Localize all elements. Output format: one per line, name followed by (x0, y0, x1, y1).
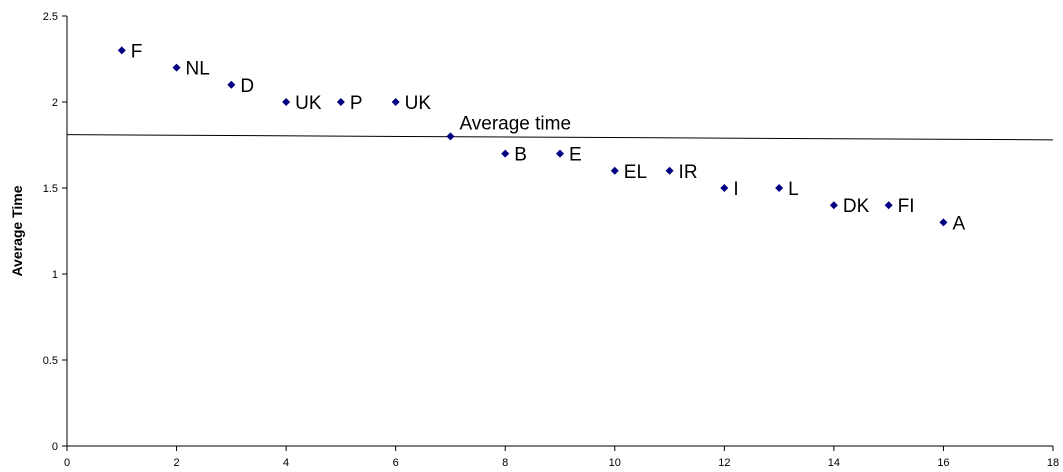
y-axis-ticks: 0 0.5 1 1.5 2 2.5 (43, 11, 67, 453)
x-tick-label: 10 (609, 457, 621, 469)
y-tick-label: 0 (52, 441, 58, 453)
data-point-label: IR (679, 162, 698, 183)
data-point-marker (720, 184, 729, 192)
data-point-marker (282, 98, 291, 106)
y-tick-label: 2.5 (43, 11, 58, 23)
data-point-label: B (514, 145, 527, 166)
data-point-label: UK (295, 93, 322, 114)
data-point-label: F (131, 41, 143, 62)
data-point-marker (556, 149, 564, 158)
data-point-label: E (569, 145, 582, 166)
data-point-label: Average time (459, 113, 571, 134)
data-point-label: A (952, 213, 965, 234)
data-point-marker (172, 63, 181, 72)
data-point-label: FI (898, 196, 915, 217)
data-point-marker (665, 166, 674, 175)
y-axis-title: Average Time (9, 185, 25, 276)
x-tick-label: 6 (393, 457, 399, 469)
data-point-label: UK (405, 93, 432, 114)
x-axis-ticks: 0 2 4 6 8 10 12 14 16 18 (64, 446, 1059, 469)
data-point-label: D (240, 76, 254, 97)
data-point-marker (117, 46, 126, 55)
x-tick-label: 18 (1047, 457, 1059, 469)
x-tick-label: 12 (718, 457, 730, 469)
x-tick-label: 0 (64, 457, 70, 469)
x-tick-label: 2 (173, 457, 179, 469)
data-point-label: NL (186, 59, 210, 80)
data-point-marker (939, 218, 948, 227)
plot-area: 0 0.5 1 1.5 2 2.5 0 2 4 6 8 10 12 14 16 18 F NL D UK P UK Av… (43, 11, 1059, 469)
data-point-marker (884, 201, 893, 210)
x-tick-label: 14 (828, 457, 840, 469)
x-tick-label: 8 (502, 457, 508, 469)
data-point-marker (775, 184, 784, 192)
data-point-marker (227, 80, 236, 89)
y-tick-label: 0.5 (43, 355, 58, 367)
data-point-label: P (350, 93, 363, 114)
data-point-marker (610, 166, 619, 175)
y-tick-label: 2 (52, 97, 58, 109)
data-point-label: L (788, 179, 799, 200)
x-tick-label: 4 (283, 457, 289, 469)
y-tick-label: 1 (52, 269, 58, 281)
data-point-label: DK (843, 196, 870, 217)
data-point-marker (446, 132, 455, 141)
average-time-line (66, 134, 1054, 141)
data-point-label: I (733, 179, 738, 200)
data-points: F NL D UK P UK Average time B E EL IR I L DK FI A (117, 41, 965, 234)
data-point-marker (336, 98, 345, 106)
y-tick-label: 1.5 (43, 183, 58, 195)
data-point-marker (391, 98, 400, 106)
data-point-label: EL (624, 162, 647, 183)
data-point-marker (829, 201, 838, 210)
x-tick-label: 16 (937, 457, 949, 469)
data-point-marker (501, 149, 510, 158)
